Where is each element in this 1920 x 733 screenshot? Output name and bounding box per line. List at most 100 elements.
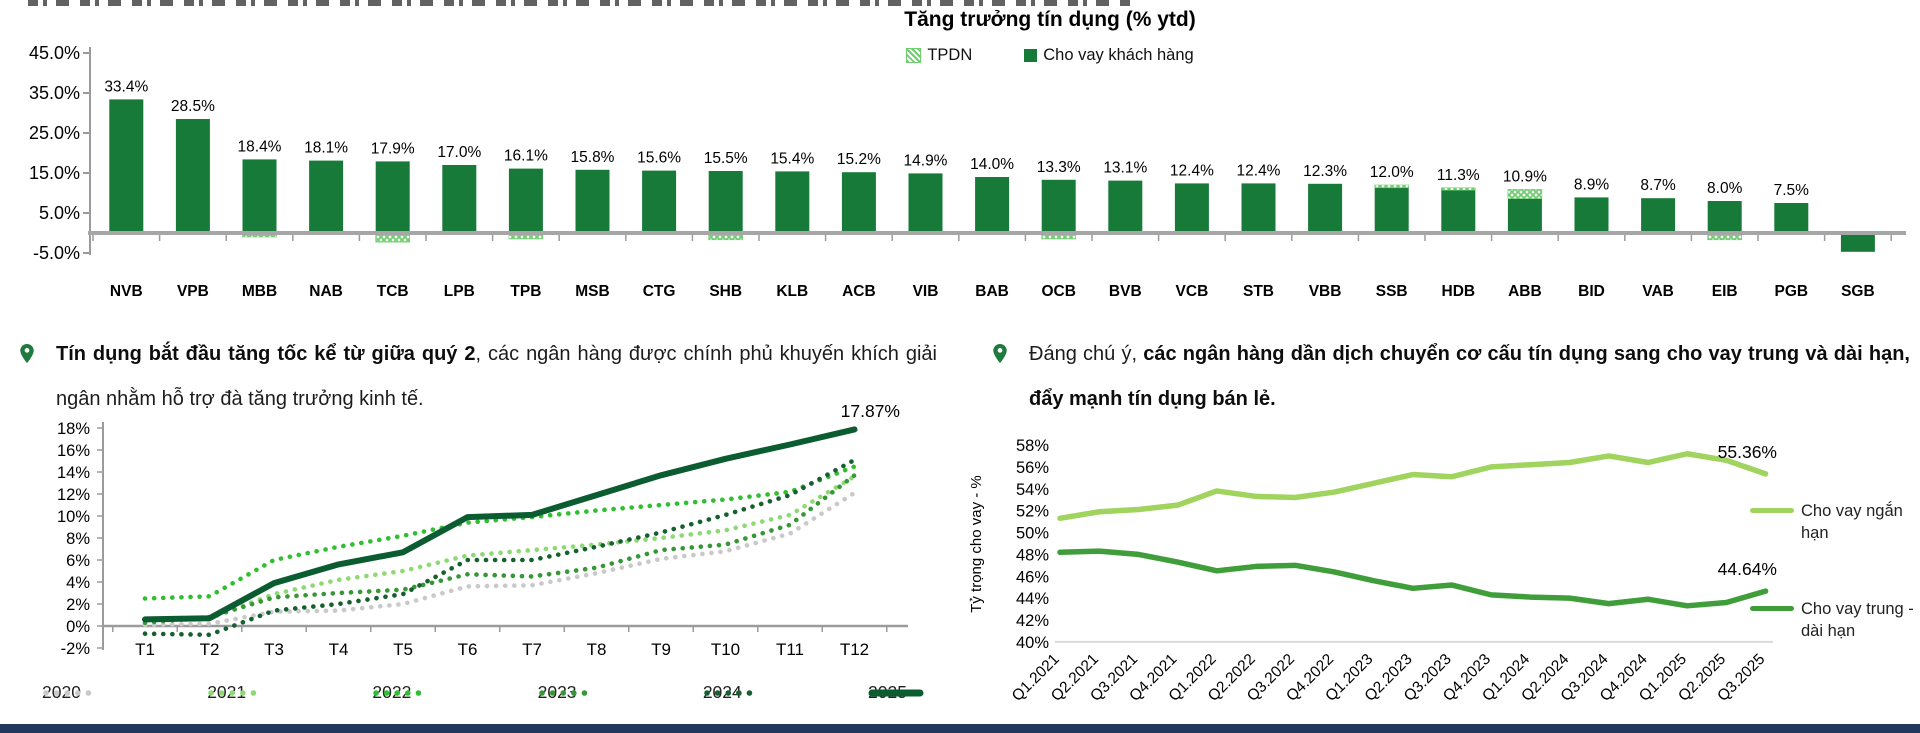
svg-text:PGB: PGB — [1775, 283, 1809, 300]
svg-text:TPB: TPB — [510, 283, 541, 300]
svg-text:5.0%: 5.0% — [39, 203, 80, 223]
bar-chart-title: Tăng trưởng tín dụng (% ytd) — [904, 8, 1196, 31]
mid-long-term-line-swatch-icon — [1750, 606, 1794, 611]
svg-text:40%: 40% — [1016, 634, 1049, 652]
svg-text:SSB: SSB — [1376, 283, 1408, 300]
legend-item-mid-long-term: Cho vay trung - dài hạn — [1750, 598, 1918, 642]
green-pin-icon — [993, 344, 1007, 363]
bars-group — [109, 99, 1875, 252]
svg-text:VAB: VAB — [1642, 283, 1674, 300]
svg-text:NVB: NVB — [110, 283, 143, 300]
series-2024 — [142, 457, 857, 638]
legend-year-label: 2022 — [372, 682, 412, 702]
svg-text:48%: 48% — [1016, 546, 1049, 564]
svg-text:EIB: EIB — [1712, 283, 1738, 300]
legend-item-tpdn: TPDN — [906, 46, 972, 65]
series-2022 — [142, 464, 857, 601]
svg-text:55.36%: 55.36% — [1718, 442, 1777, 462]
dotted-line-swatch-icon — [704, 689, 758, 696]
legend-item-2025: 2025 — [868, 682, 924, 703]
series-2023 — [142, 473, 857, 625]
svg-text:T10: T10 — [711, 640, 740, 659]
svg-text:2%: 2% — [66, 596, 90, 614]
svg-text:13.3%: 13.3% — [1037, 159, 1081, 176]
svg-text:16%: 16% — [57, 442, 90, 460]
svg-text:15.5%: 15.5% — [704, 150, 748, 167]
svg-text:HDB: HDB — [1442, 283, 1476, 300]
svg-text:12.4%: 12.4% — [1237, 162, 1281, 179]
series-short-term — [1057, 451, 1769, 522]
legend-item-2024: 2024 — [703, 682, 758, 703]
svg-text:VCB: VCB — [1176, 283, 1209, 300]
svg-text:12.0%: 12.0% — [1370, 164, 1414, 181]
svg-text:18.1%: 18.1% — [304, 140, 348, 157]
svg-text:8.7%: 8.7% — [1640, 177, 1676, 194]
legend-item-2020: 2020 — [42, 682, 97, 703]
monthly-credit-growth-line-chart: 18% 16% 14% 12% 10% 8% 6% 4% 2% 0% -2% T1 T2 T3 T4 T5 T6… — [57, 401, 908, 659]
dotted-line-swatch-icon — [208, 689, 262, 696]
svg-text:T4: T4 — [329, 640, 349, 659]
svg-text:46%: 46% — [1016, 568, 1049, 586]
series-2025 — [142, 426, 858, 623]
svg-text:T1: T1 — [135, 640, 155, 659]
svg-text:8%: 8% — [66, 530, 90, 548]
right-commentary-text: Đáng chú ý, các ngân hàng dần dịch chuyể… — [1029, 343, 1910, 410]
svg-text:4%: 4% — [66, 574, 90, 592]
svg-text:14%: 14% — [57, 464, 90, 482]
svg-text:17.87%: 17.87% — [841, 401, 900, 421]
loans-solid-swatch-icon — [1024, 49, 1038, 62]
svg-text:ABB: ABB — [1508, 283, 1542, 300]
loan-structure-line-chart: 58% 56% 54% 52% 50% 48% 46% 44% 42% 40% Tỷ trọng c… — [968, 437, 1777, 705]
right-commentary: Đáng chú ý, các ngân hàng dần dịch chuyể… — [985, 332, 1910, 422]
legend-item-short-term: Cho vay ngắn hạn — [1750, 500, 1918, 544]
svg-text:VPB: VPB — [177, 283, 209, 300]
svg-text:12.3%: 12.3% — [1303, 163, 1347, 180]
tpdn-hatched-swatch-icon — [906, 48, 922, 63]
left-commentary-text: Tín dụng bắt đầu tăng tốc kể từ giữa quý… — [56, 343, 937, 410]
loans-legend-label: Cho vay khách hàng — [1043, 46, 1194, 64]
svg-text:TCB: TCB — [377, 283, 409, 300]
mid-long-term-legend-label: Cho vay trung - dài hạn — [1801, 600, 1914, 640]
svg-text:T8: T8 — [587, 640, 607, 659]
svg-text:LPB: LPB — [444, 283, 475, 300]
dotted-line-swatch-icon — [373, 689, 428, 696]
svg-text:14.0%: 14.0% — [970, 156, 1014, 173]
svg-text:T12: T12 — [840, 640, 869, 659]
legend-item-2021: 2021 — [207, 682, 262, 703]
svg-text:33.4%: 33.4% — [104, 78, 148, 95]
legend-year-label: 2020 — [42, 682, 81, 702]
svg-text:-5.0%: -5.0% — [33, 243, 80, 263]
svg-text:44.64%: 44.64% — [1718, 559, 1777, 579]
svg-text:45.0%: 45.0% — [29, 43, 80, 63]
svg-text:T6: T6 — [458, 640, 478, 659]
svg-text:12%: 12% — [57, 486, 90, 504]
svg-text:17.0%: 17.0% — [437, 144, 481, 161]
series-2020 — [142, 490, 857, 628]
svg-text:T9: T9 — [651, 640, 671, 659]
svg-text:BID: BID — [1578, 283, 1605, 300]
footer-bar — [0, 724, 1920, 733]
svg-text:SGB: SGB — [1841, 283, 1875, 300]
svg-text:17.9%: 17.9% — [371, 140, 415, 157]
legend-item-2023: 2023 — [538, 682, 593, 703]
svg-text:44%: 44% — [1016, 590, 1049, 608]
svg-text:VIB: VIB — [913, 283, 939, 300]
series-mid-long-term — [1057, 548, 1769, 609]
right-commentary-bold: các ngân hàng dần dịch chuyển cơ cấu tín… — [1029, 343, 1910, 410]
left-commentary: Tín dụng bắt đầu tăng tốc kể từ giữa quý… — [12, 332, 937, 422]
cropped-text-top — [28, 0, 1133, 6]
svg-text:8.9%: 8.9% — [1574, 176, 1610, 193]
svg-text:MBB: MBB — [242, 283, 277, 300]
svg-text:VBB: VBB — [1309, 283, 1342, 300]
svg-text:MSB: MSB — [575, 283, 609, 300]
dotted-line-swatch-icon — [43, 689, 97, 696]
svg-text:12.4%: 12.4% — [1170, 162, 1214, 179]
svg-text:13.1%: 13.1% — [1103, 160, 1147, 177]
svg-text:15.4%: 15.4% — [770, 150, 814, 167]
svg-text:54%: 54% — [1016, 481, 1049, 499]
svg-text:8.0%: 8.0% — [1707, 180, 1743, 197]
svg-text:T2: T2 — [200, 640, 220, 659]
tpdn-legend-label: TPDN — [927, 46, 973, 64]
svg-text:10.9%: 10.9% — [1503, 168, 1547, 185]
